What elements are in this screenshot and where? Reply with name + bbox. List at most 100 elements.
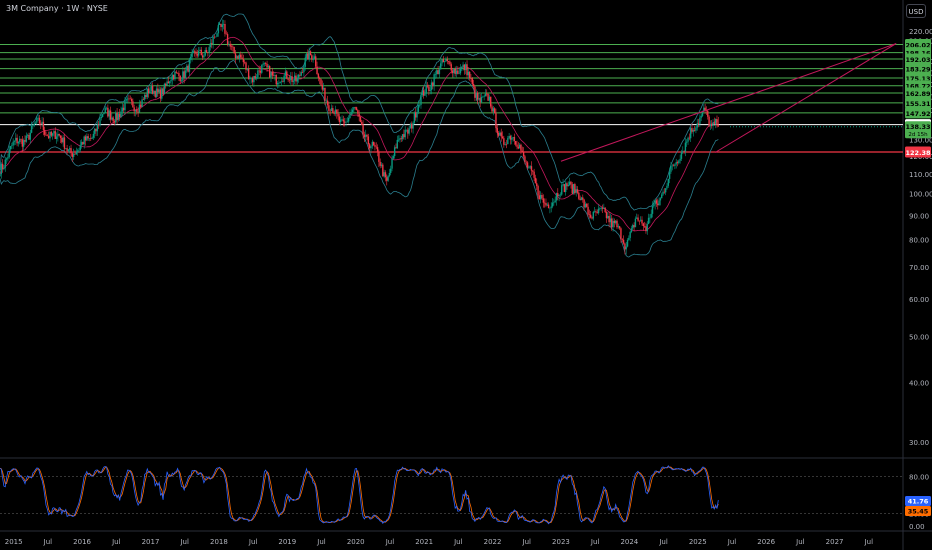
candle-body (66, 148, 68, 151)
candle-body (211, 42, 213, 44)
candle-body (501, 136, 504, 139)
candle-body (480, 96, 483, 103)
candle-body (122, 107, 125, 111)
candle-body (197, 50, 200, 56)
time-tick-label: Jul (727, 538, 737, 546)
candle-body (137, 111, 139, 113)
candle-body (418, 104, 421, 106)
candle-body (17, 142, 20, 144)
candle-body (138, 104, 141, 113)
candle-body (188, 59, 191, 72)
candle-body (413, 112, 416, 123)
candle-body (392, 156, 395, 159)
candle-body (216, 33, 218, 37)
candle-body (53, 131, 55, 134)
candle-body (589, 214, 592, 218)
candle-body (699, 117, 701, 124)
candle-body (195, 51, 197, 55)
candle-body (0, 174, 1, 177)
candle-body (255, 77, 258, 79)
candle-body (686, 141, 688, 143)
candle-body (684, 142, 687, 152)
time-tick-label: 2017 (142, 538, 160, 546)
candle-body (228, 43, 230, 45)
time-axis[interactable]: 2015 Jul 2016 Jul 2017 Jul 2018 Jul 2019 Jul 2020 J… (5, 538, 873, 546)
candle-body (484, 93, 487, 97)
candle-body (162, 88, 164, 95)
candle-body (545, 203, 547, 206)
candle-body (161, 88, 163, 99)
level-label-bg (905, 63, 931, 75)
candle-body (689, 128, 692, 139)
candle-body (278, 82, 280, 84)
candle-body (470, 78, 472, 79)
stochastic-panel (0, 465, 903, 525)
candle-body (679, 158, 681, 161)
support-label: 122.38 (905, 149, 931, 157)
candle-body (426, 85, 429, 87)
candle-body (499, 132, 501, 136)
candle-body (420, 94, 422, 105)
candle-body (429, 90, 431, 92)
time-tick-label: 2019 (278, 538, 296, 546)
candle-body (693, 130, 696, 131)
candle-body (318, 77, 321, 80)
candle-body (316, 66, 318, 75)
candle-body (675, 162, 677, 165)
candle-body (559, 194, 562, 196)
candle-body (557, 193, 559, 197)
candle-body (50, 131, 53, 136)
candle-body (639, 219, 642, 221)
candle-body (520, 144, 522, 151)
currency-button[interactable]: USD (906, 4, 926, 18)
candle-body (493, 108, 496, 114)
candle-body (599, 208, 601, 209)
candle-body (708, 116, 710, 127)
candle-body (25, 135, 28, 142)
candle-body (104, 108, 106, 113)
candle-body (424, 93, 426, 96)
candle-body (378, 152, 380, 162)
stoch-k-label-bg (905, 496, 931, 506)
price-axis[interactable]: 220.00210.00190.00180.00170.00160.00150.… (905, 28, 932, 531)
candle-body (208, 47, 210, 53)
candle-body (633, 225, 635, 228)
trendlines (560, 43, 897, 162)
price-tick-label: 100.00 (909, 191, 932, 199)
candle-body (380, 164, 383, 166)
candle-body (366, 134, 368, 137)
candle-body (397, 139, 400, 141)
level-label: 175.13 (905, 75, 930, 83)
candle-body (621, 238, 623, 240)
candle-body (495, 113, 497, 129)
candle-body (449, 61, 451, 65)
candle-body (266, 63, 268, 68)
candle-body (293, 75, 296, 81)
candle-body (680, 152, 683, 159)
candle-body (530, 166, 533, 171)
candle-body (174, 71, 176, 80)
candle-body (261, 64, 263, 73)
candle-body (478, 98, 480, 100)
candle-body (547, 204, 550, 209)
time-tick-label: 2015 (5, 538, 23, 546)
candle-body (647, 217, 650, 224)
candle-body (328, 105, 330, 111)
candle-body (286, 71, 288, 79)
candle-body (588, 214, 591, 215)
candle-body (179, 75, 181, 82)
countdown-label: 2d 15h (908, 132, 928, 138)
candle-body (121, 107, 124, 112)
candle-body (625, 246, 627, 250)
time-tick-label: 2022 (484, 538, 502, 546)
candle-body (713, 122, 716, 124)
candle-body (662, 191, 664, 195)
upper-band (0, 13, 719, 211)
candle-body (153, 90, 155, 94)
candle-body (651, 206, 654, 214)
candle-body (466, 64, 468, 76)
candle-body (486, 93, 488, 95)
price-tick-label: 40.00 (909, 380, 929, 388)
candle-body (411, 123, 413, 129)
